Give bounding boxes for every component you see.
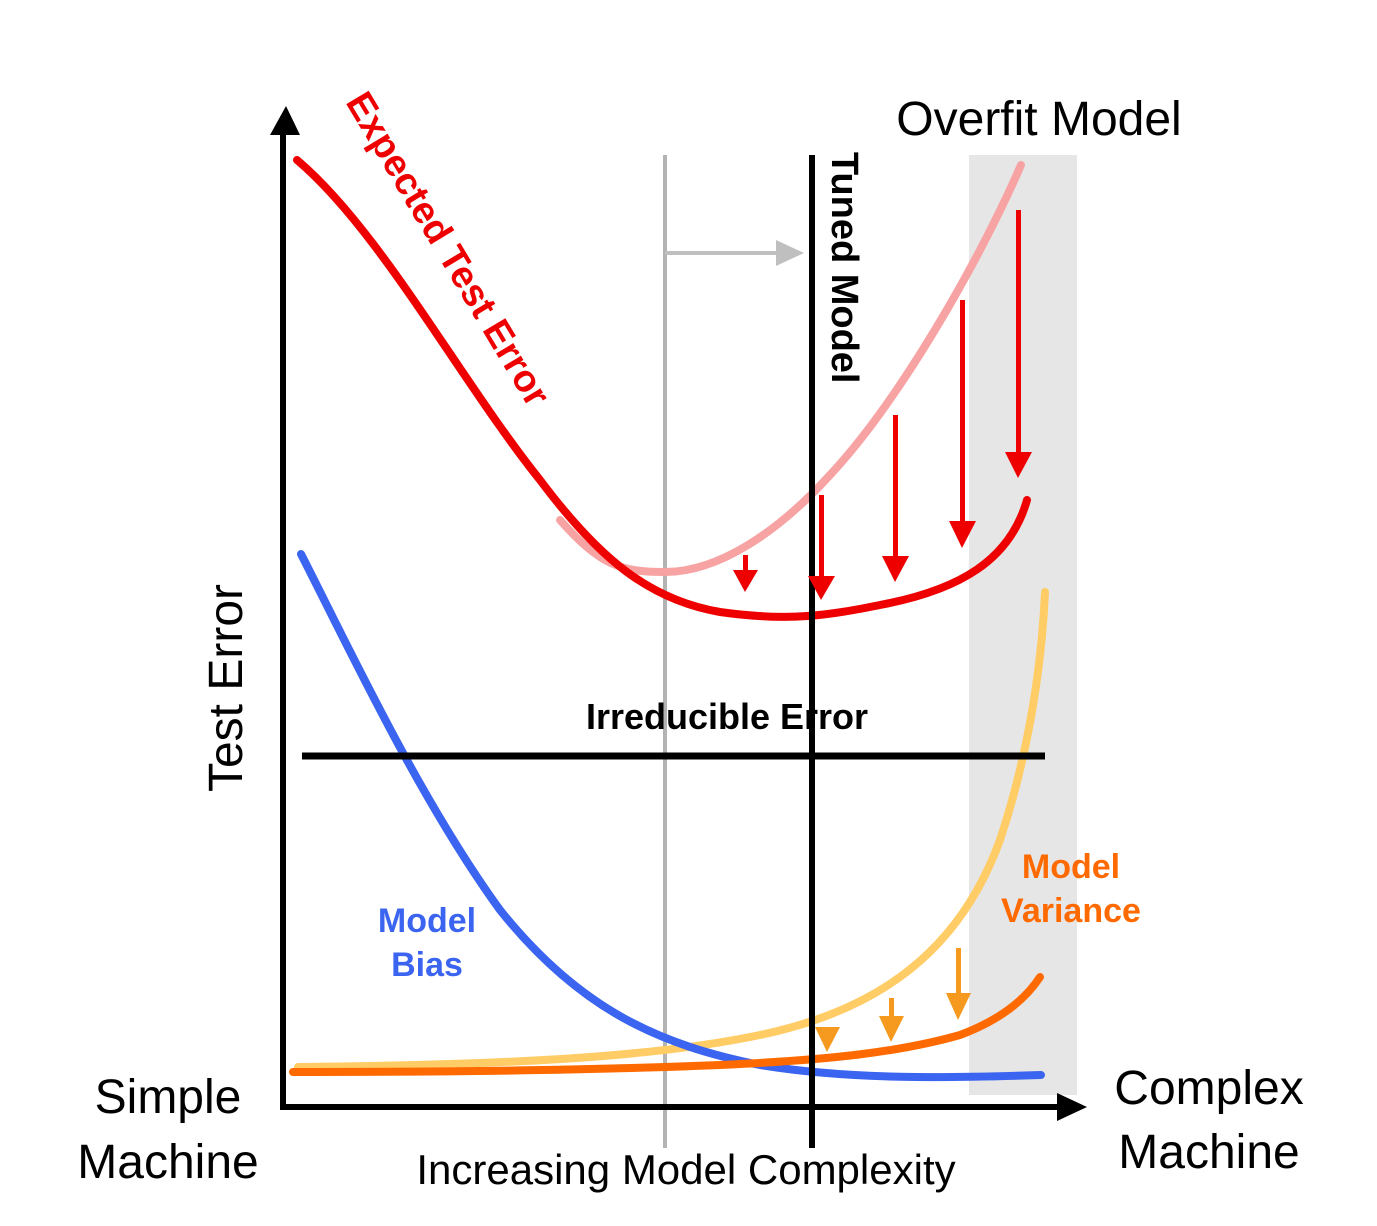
bias-curve — [297, 550, 1045, 1082]
down-arrow-icon — [1005, 210, 1032, 478]
model-variance-label-line1: Model — [1022, 848, 1120, 886]
down-arrow-icon — [879, 998, 904, 1042]
down-arrow-icon — [808, 495, 835, 600]
x-left-label-line2: Machine — [77, 1136, 258, 1189]
title-overfit-model: Overfit Model — [896, 93, 1181, 146]
down-arrow-icon — [949, 300, 976, 548]
model-bias-label-line2: Bias — [391, 946, 463, 984]
up-arrow-axis-icon — [270, 106, 300, 135]
right-arrow-gray-icon — [665, 240, 804, 266]
down-arrow-icon — [733, 555, 758, 592]
right-arrow-axis-icon — [1057, 1093, 1087, 1121]
down-arrow-icon — [882, 415, 909, 582]
irreducible-error-label: Irreducible Error — [586, 696, 868, 737]
variance-curve — [289, 973, 1044, 1076]
x-right-label-line1: Complex — [1114, 1062, 1303, 1115]
tuned-model-label: Tuned Model — [823, 152, 865, 384]
expected-test-error-label: Expected Test Error — [337, 85, 558, 414]
y-axis-label: Test Error — [200, 584, 253, 792]
overfit-region — [969, 155, 1077, 1095]
model-variance-label-line2: Variance — [1001, 892, 1141, 930]
x-left-label-line1: Simple — [95, 1071, 242, 1124]
down-arrow-icon — [946, 948, 971, 1020]
x-axis-label: Increasing Model Complexity — [416, 1146, 955, 1193]
model-bias-label-line1: Model — [378, 902, 476, 940]
variance-faded-curve — [294, 588, 1049, 1071]
x-right-label-line2: Machine — [1118, 1126, 1299, 1179]
expected-error-faded-curve — [556, 161, 1025, 577]
down-arrow-icon — [815, 1027, 840, 1052]
expected-error-curve — [293, 156, 1031, 621]
